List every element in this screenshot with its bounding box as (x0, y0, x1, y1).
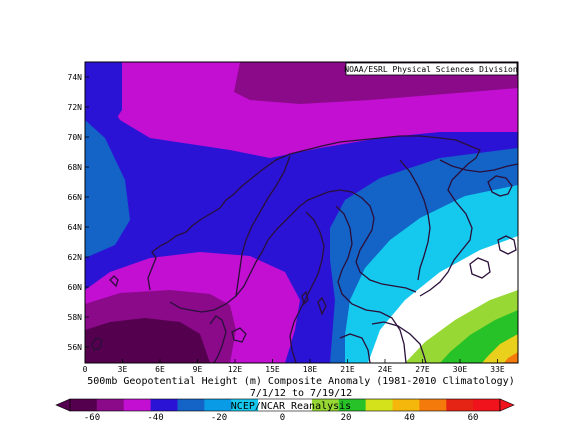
field-orange (504, 352, 518, 363)
x-tick-label: 15E (265, 365, 280, 374)
colorbar-left-arrow (55, 398, 71, 412)
x-tick-label: 21E (340, 365, 355, 374)
source-credit: NOAA/ESRL Physical Sciences Division (344, 65, 518, 74)
reanalysis-credit: NCEP/NCAR Reanalysis (231, 401, 351, 412)
colorbar-swatch (70, 399, 98, 411)
y-tick-label: 74N (68, 73, 83, 82)
x-tick-label: 18E (303, 365, 318, 374)
y-tick-label: 64N (68, 223, 83, 232)
colorbar-label: 40 (404, 413, 415, 423)
colorbar-swatch (177, 399, 205, 411)
colorbar-label: 60 (468, 413, 479, 423)
anomaly-field (85, 62, 518, 363)
x-tick-label: 0 (83, 365, 88, 374)
colorbar-swatch (311, 399, 340, 411)
colorbar-swatch (96, 399, 125, 411)
y-tick-label: 68N (68, 163, 83, 172)
colorbar-swatch (204, 399, 232, 411)
field-steel-blue-west (85, 120, 130, 258)
x-tick-label: 12E (228, 365, 243, 374)
colorbar-swatch (392, 399, 420, 411)
colorbar-label: -40 (147, 413, 163, 423)
colorbar-swatch (285, 399, 313, 411)
colorbar-label: -60 (84, 413, 100, 423)
y-axis: 74N 72N 70N 68N 66N 64N 62N 60N 58N 56N (68, 73, 89, 352)
field-yellow (482, 334, 518, 363)
plot-frame (84, 61, 519, 364)
x-tick-label: 3E (118, 365, 128, 374)
map-title: 500mb Geopotential Height (m) Composite … (87, 376, 514, 387)
x-tick-label: 9E (193, 365, 203, 374)
x-tick-label: 24E (378, 365, 393, 374)
colorbar-swatch (473, 399, 501, 411)
colorbar-swatch (365, 399, 393, 411)
field-deep-purple-south (85, 318, 210, 363)
x-tick-label: 30E (453, 365, 468, 374)
colorbar-label: 0 (280, 413, 285, 423)
coastlines (91, 135, 518, 363)
colorbar-label: -20 (211, 413, 227, 423)
colorbar-label: 20 (341, 413, 352, 423)
y-tick-label: 58N (68, 313, 83, 322)
x-tick-label: 27E (415, 365, 430, 374)
colorbar-right-arrow (499, 398, 515, 412)
y-tick-label: 62N (68, 253, 83, 262)
date-range: 7/1/12 to 7/19/12 (250, 388, 352, 399)
y-tick-label: 70N (68, 133, 83, 142)
colorbar-swatch (338, 399, 367, 411)
colorbar-swatch (258, 399, 286, 411)
y-tick-label: 60N (68, 283, 83, 292)
colorbar-swatch (231, 399, 259, 411)
y-tick-label: 66N (68, 193, 83, 202)
x-axis: 0 3E 6E 9E 12E 15E 18E 21E 24E 27E 30E 33E (83, 359, 505, 374)
colorbar-swatch (150, 399, 178, 411)
colorbar-swatch (419, 399, 447, 411)
colorbar-swatch (446, 399, 474, 411)
colorbar-swatch (123, 399, 152, 411)
colorbar: -60 -40 -20 0 20 40 60 (55, 398, 515, 423)
field-blue-violet-west (85, 62, 122, 132)
x-tick-label: 33E (490, 365, 505, 374)
x-tick-label: 6E (155, 365, 165, 374)
y-tick-label: 56N (68, 343, 83, 352)
y-tick-label: 72N (68, 103, 83, 112)
source-credit-box (345, 62, 518, 76)
